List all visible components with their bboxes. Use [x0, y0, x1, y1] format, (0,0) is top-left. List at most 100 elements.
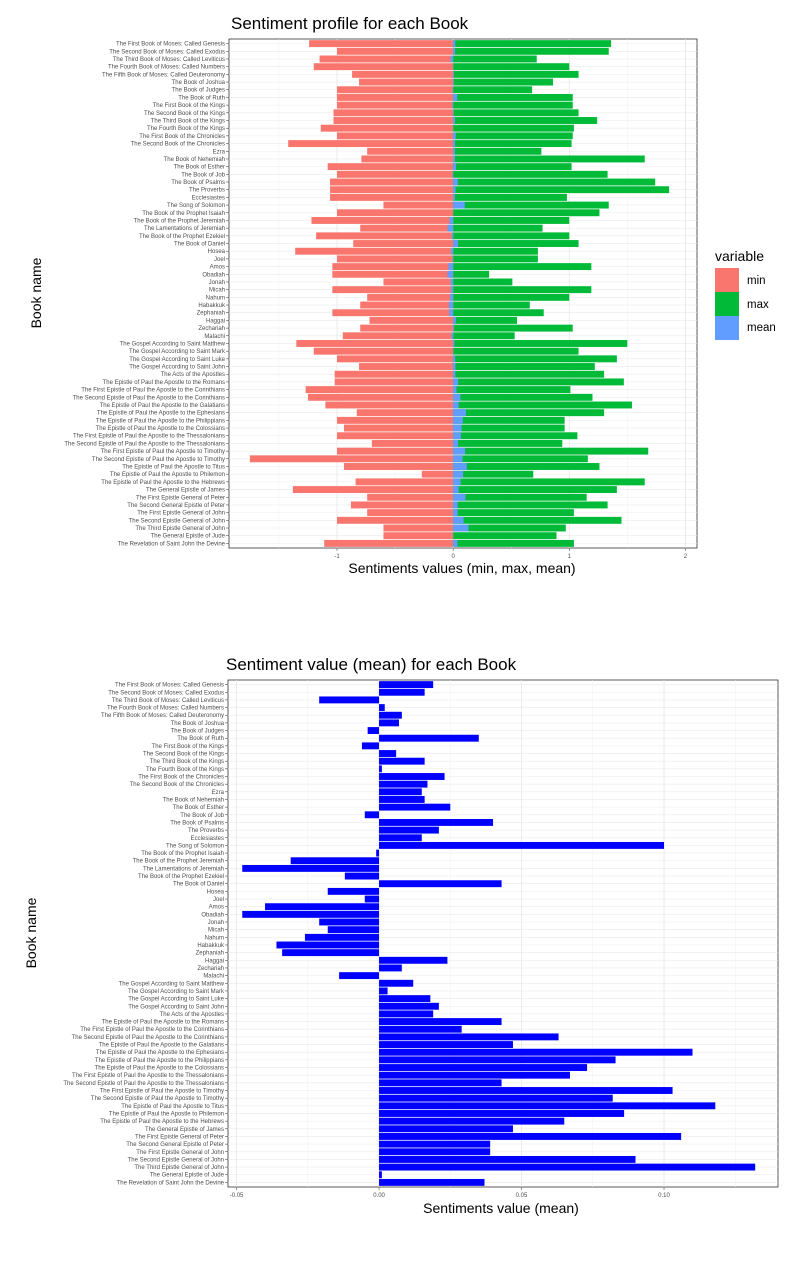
bar-min-44 — [334, 378, 454, 386]
bar-mean-38 — [451, 332, 454, 340]
bar-mean-0 — [453, 40, 456, 48]
y-tick-label: The Second Epistle of Paul the Apostle t… — [64, 441, 225, 447]
bar-max-5 — [453, 78, 553, 86]
bar-min-26 — [353, 240, 454, 247]
bar-max-58 — [453, 486, 617, 494]
bar-max-64 — [453, 532, 557, 540]
y-tick-label: The Third Epistle General of John — [135, 526, 225, 532]
bar-min-55 — [343, 463, 454, 470]
y-tick-label: The Fifth Book of Moses: Called Deuteron… — [101, 713, 224, 719]
y-tick-label: The Lamentations of Jeremiah — [143, 866, 224, 872]
y-tick-label: The Epistle of Paul the Apostle to the R… — [102, 1020, 224, 1026]
bar-mean-42 — [453, 363, 456, 371]
bar-mean-19 — [379, 826, 439, 834]
bar-max-10 — [453, 117, 598, 124]
bar-mean-15 — [453, 155, 455, 163]
y-tick-label: The Epistle of Paul the Apostle to the C… — [96, 426, 225, 432]
bar-min-14 — [367, 147, 454, 155]
bar-mean-54 — [379, 1094, 613, 1102]
y-tick-label: The Book of Ruth — [177, 736, 224, 742]
bar-mean-18 — [379, 819, 494, 826]
bar-max-46 — [453, 393, 593, 401]
y-tick-label: Haggai — [206, 318, 225, 324]
bar-min-23 — [311, 216, 454, 224]
bar-max-13 — [453, 140, 572, 148]
y-tick-label: The Fourth Book of Moses: Called Numbers — [108, 65, 225, 71]
bar-mean-12 — [453, 132, 456, 140]
bar-mean-53 — [379, 1087, 673, 1094]
y-tick-label: The Book of Job — [180, 813, 224, 819]
y-tick-label: The Epistle of Paul the Apostle to the E… — [97, 411, 225, 417]
bar-max-36 — [453, 316, 517, 324]
y-tick-label: The Second Book of the Chronicles — [131, 142, 225, 148]
bar-mean-23 — [290, 857, 380, 865]
bar-mean-36 — [379, 956, 448, 964]
bar-mean-28 — [452, 255, 454, 263]
bar-min-38 — [342, 332, 454, 340]
y-tick-label: The Epistle of Paul the Apostle to the R… — [103, 380, 225, 386]
x-tick-label: 0.00 — [373, 1193, 385, 1199]
bar-mean-38 — [339, 972, 380, 980]
bar-max-63 — [453, 524, 566, 532]
bar-min-8 — [337, 101, 454, 109]
bar-max-53 — [453, 447, 649, 455]
y-tick-label: The Second Epistle of Paul the Apostle t… — [63, 1081, 224, 1087]
bar-max-32 — [453, 286, 592, 294]
y-tick-label: The Gospel According to Saint Mark — [129, 349, 226, 355]
chart1-bars — [249, 40, 670, 547]
bar-max-56 — [453, 470, 534, 478]
bar-mean-64 — [379, 1171, 382, 1179]
bar-min-53 — [337, 447, 454, 455]
bar-mean-8 — [361, 742, 380, 750]
bar-min-34 — [360, 301, 454, 309]
bar-max-8 — [453, 101, 573, 109]
y-tick-label: The Epistle of Paul the Apostle to the G… — [99, 1043, 224, 1049]
bar-max-14 — [453, 147, 542, 155]
y-tick-label: The Book of Joshua — [172, 80, 226, 86]
chart1-y-axis-title: Book name — [28, 257, 44, 328]
bar-mean-1 — [453, 47, 455, 55]
bar-mean-10 — [379, 757, 425, 765]
bar-mean-52 — [453, 439, 459, 447]
y-tick-label: Zephaniah — [197, 311, 225, 317]
bar-max-18 — [453, 178, 656, 186]
bar-max-45 — [453, 386, 571, 394]
y-tick-label: Malachi — [203, 974, 224, 980]
bar-min-33 — [367, 293, 454, 301]
y-tick-label: The First Book of the Chronicles — [138, 774, 224, 780]
bar-mean-26 — [379, 880, 502, 888]
y-tick-label: The Song of Solomon — [166, 843, 224, 849]
chart1-x-axis-title: Sentiments values (min, max, mean) — [348, 560, 575, 576]
bar-mean-10 — [453, 117, 455, 124]
bar-mean-16 — [453, 163, 457, 171]
bar-mean-57 — [453, 478, 461, 486]
y-tick-label: The Book of Psalms — [171, 180, 225, 186]
bar-mean-41 — [453, 355, 456, 363]
bar-min-2 — [319, 55, 454, 63]
y-tick-label: The Fourth Book of Moses: Called Numbers — [107, 706, 224, 712]
bar-mean-29 — [265, 903, 380, 911]
chart2-x-tick-labels: -0.05 0.00 0.05 0.10 — [230, 1187, 671, 1199]
bar-mean-7 — [453, 93, 458, 101]
bar-max-16 — [453, 163, 572, 171]
y-tick-label: Obadiah — [202, 272, 225, 278]
bar-mean-0 — [379, 681, 434, 689]
bar-max-12 — [453, 132, 573, 140]
bar-mean-9 — [453, 109, 454, 117]
bar-mean-56 — [453, 470, 464, 478]
bar-max-1 — [453, 47, 609, 55]
bar-min-0 — [309, 40, 454, 48]
bar-max-20 — [453, 193, 567, 201]
bar-mean-48 — [453, 409, 466, 417]
bar-min-9 — [333, 109, 454, 117]
bar-mean-34 — [448, 301, 454, 309]
chart1-x-tick-labels: -1 0 1 2 — [334, 548, 688, 560]
y-tick-label: The Second Epistle General of John — [128, 1157, 224, 1163]
y-tick-label: The Second Epistle of Paul the Apostle t… — [72, 1035, 224, 1041]
bar-max-0 — [453, 40, 612, 48]
y-tick-label: The Fifth Book of Moses: Called Deuteron… — [102, 72, 225, 78]
bar-min-46 — [307, 393, 454, 401]
y-tick-label: Ezra — [213, 149, 226, 155]
bar-max-30 — [453, 270, 490, 278]
